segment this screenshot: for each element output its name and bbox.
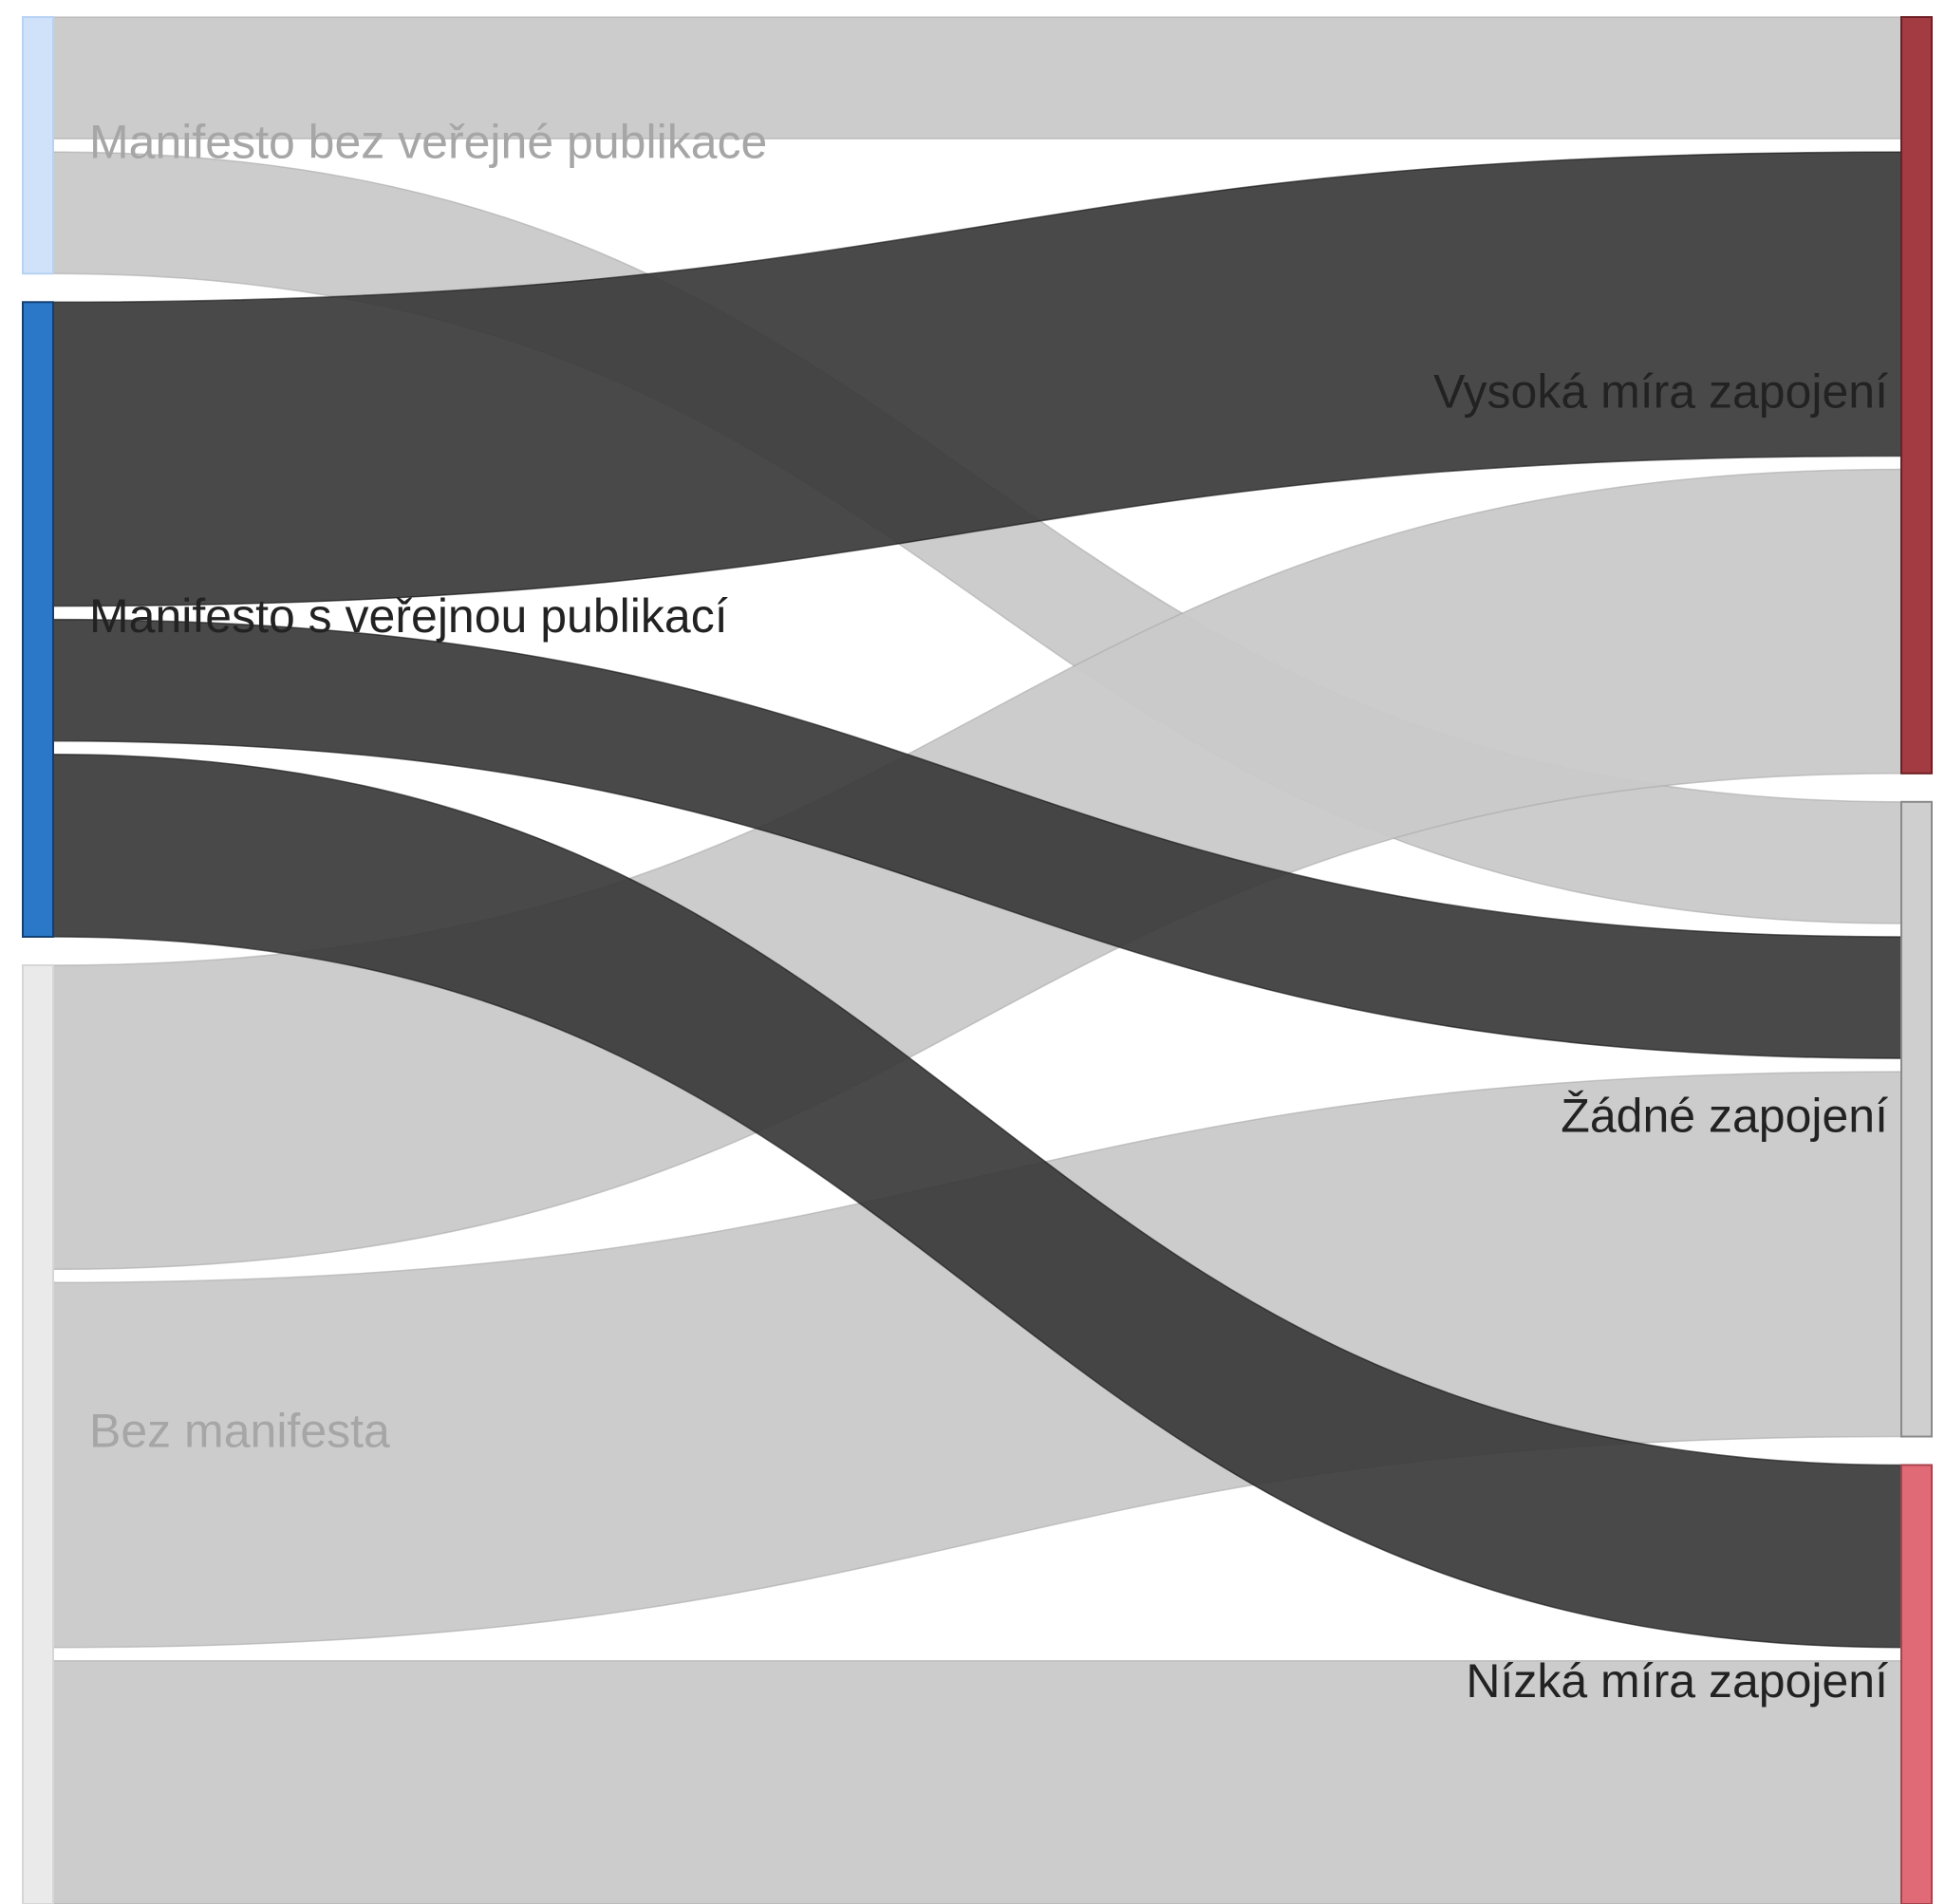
node-label-src_none: Bez manifesta — [89, 1405, 390, 1458]
node-label-dst_none: Žádné zapojení — [1561, 1089, 1888, 1142]
node-label-src_nopub: Manifesto bez veřejné publikace — [89, 115, 767, 168]
link-src_none-to-dst_low — [52, 1659, 1902, 1904]
sankey-labels: Manifesto bez veřejné publikace Manifesto… — [89, 115, 1888, 1708]
node-label-src_pub: Manifesto s veřejnou publikací — [89, 589, 728, 643]
node-label-dst_low: Nízká míra zapojení — [1466, 1654, 1888, 1708]
node-dst_none — [1900, 800, 1933, 1438]
node-dst_low — [1900, 1464, 1933, 1904]
node-src_none — [22, 963, 54, 1904]
sankey-links — [52, 16, 1902, 1904]
node-dst_high — [1900, 16, 1933, 775]
sankey-nodes — [22, 16, 1933, 1904]
node-src_pub — [22, 301, 54, 938]
node-src_nopub — [22, 16, 54, 275]
node-label-dst_high: Vysoká míra zapojení — [1433, 365, 1888, 419]
